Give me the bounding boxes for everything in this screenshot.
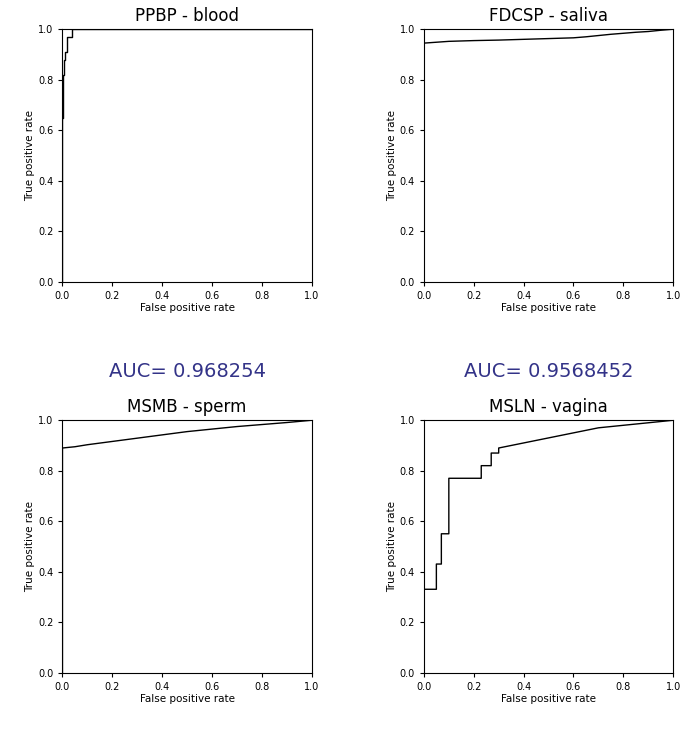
Y-axis label: True positive rate: True positive rate xyxy=(387,110,397,201)
X-axis label: False positive rate: False positive rate xyxy=(501,303,596,314)
Title: PPBP - blood: PPBP - blood xyxy=(135,7,239,25)
Title: MSMB - sperm: MSMB - sperm xyxy=(128,398,247,416)
Y-axis label: True positive rate: True positive rate xyxy=(25,501,35,592)
Text: AUC= 0.9568452: AUC= 0.9568452 xyxy=(464,363,634,382)
Title: FDCSP - saliva: FDCSP - saliva xyxy=(489,7,608,25)
Y-axis label: True positive rate: True positive rate xyxy=(387,501,397,592)
X-axis label: False positive rate: False positive rate xyxy=(139,694,235,705)
Text: AUC= 0.968254: AUC= 0.968254 xyxy=(108,363,266,382)
X-axis label: False positive rate: False positive rate xyxy=(501,694,596,705)
Title: MSLN - vagina: MSLN - vagina xyxy=(489,398,608,416)
X-axis label: False positive rate: False positive rate xyxy=(139,303,235,314)
Y-axis label: True positive rate: True positive rate xyxy=(25,110,35,201)
